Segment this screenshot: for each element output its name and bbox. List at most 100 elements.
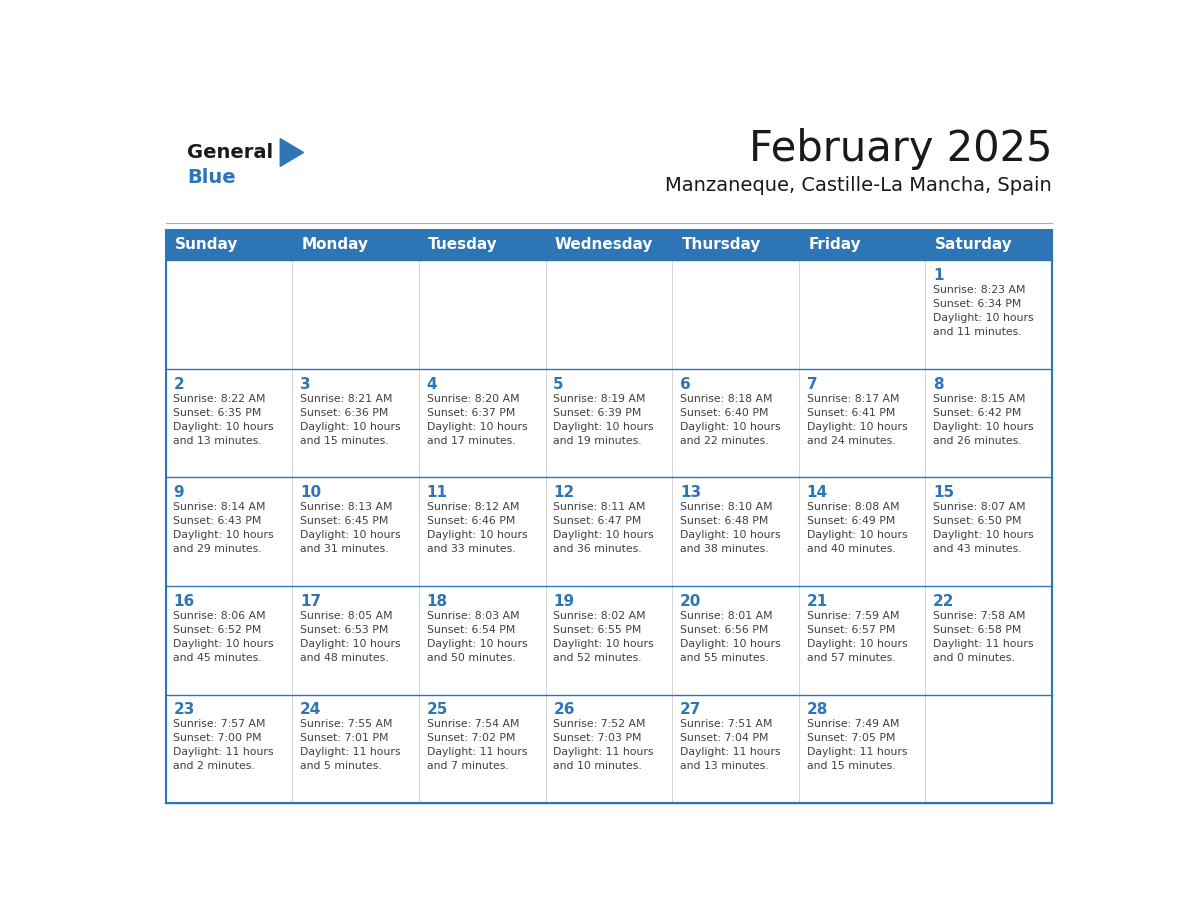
Text: 20: 20 xyxy=(680,594,701,609)
FancyBboxPatch shape xyxy=(545,586,672,695)
Polygon shape xyxy=(280,139,303,166)
Text: Manzaneque, Castille-La Mancha, Spain: Manzaneque, Castille-La Mancha, Spain xyxy=(665,176,1053,196)
FancyBboxPatch shape xyxy=(545,477,672,586)
Text: Sunrise: 7:57 AM
Sunset: 7:00 PM
Daylight: 11 hours
and 2 minutes.: Sunrise: 7:57 AM Sunset: 7:00 PM Dayligh… xyxy=(173,719,273,771)
FancyBboxPatch shape xyxy=(925,261,1053,369)
FancyBboxPatch shape xyxy=(165,369,292,477)
Text: 3: 3 xyxy=(299,376,310,392)
Text: Sunrise: 8:13 AM
Sunset: 6:45 PM
Daylight: 10 hours
and 31 minutes.: Sunrise: 8:13 AM Sunset: 6:45 PM Dayligh… xyxy=(299,502,400,554)
Text: Sunrise: 7:54 AM
Sunset: 7:02 PM
Daylight: 11 hours
and 7 minutes.: Sunrise: 7:54 AM Sunset: 7:02 PM Dayligh… xyxy=(426,719,527,771)
Text: Sunrise: 7:58 AM
Sunset: 6:58 PM
Daylight: 11 hours
and 0 minutes.: Sunrise: 7:58 AM Sunset: 6:58 PM Dayligh… xyxy=(934,610,1034,663)
FancyBboxPatch shape xyxy=(798,369,925,477)
FancyBboxPatch shape xyxy=(292,695,419,803)
FancyBboxPatch shape xyxy=(545,369,672,477)
Text: Sunrise: 8:19 AM
Sunset: 6:39 PM
Daylight: 10 hours
and 19 minutes.: Sunrise: 8:19 AM Sunset: 6:39 PM Dayligh… xyxy=(554,394,653,445)
FancyBboxPatch shape xyxy=(798,586,925,695)
Text: 26: 26 xyxy=(554,702,575,717)
Text: Sunrise: 8:15 AM
Sunset: 6:42 PM
Daylight: 10 hours
and 26 minutes.: Sunrise: 8:15 AM Sunset: 6:42 PM Dayligh… xyxy=(934,394,1034,445)
Text: Sunrise: 8:02 AM
Sunset: 6:55 PM
Daylight: 10 hours
and 52 minutes.: Sunrise: 8:02 AM Sunset: 6:55 PM Dayligh… xyxy=(554,610,653,663)
Text: 6: 6 xyxy=(680,376,690,392)
Text: 28: 28 xyxy=(807,702,828,717)
Text: 2: 2 xyxy=(173,376,184,392)
FancyBboxPatch shape xyxy=(672,695,798,803)
Text: 19: 19 xyxy=(554,594,574,609)
Text: 9: 9 xyxy=(173,485,184,500)
Text: 1: 1 xyxy=(934,268,943,283)
Text: Sunrise: 7:52 AM
Sunset: 7:03 PM
Daylight: 11 hours
and 10 minutes.: Sunrise: 7:52 AM Sunset: 7:03 PM Dayligh… xyxy=(554,719,653,771)
FancyBboxPatch shape xyxy=(798,477,925,586)
Text: 8: 8 xyxy=(934,376,944,392)
Text: Monday: Monday xyxy=(302,238,368,252)
Text: 16: 16 xyxy=(173,594,195,609)
Text: Sunrise: 8:23 AM
Sunset: 6:34 PM
Daylight: 10 hours
and 11 minutes.: Sunrise: 8:23 AM Sunset: 6:34 PM Dayligh… xyxy=(934,285,1034,337)
Text: Sunrise: 8:18 AM
Sunset: 6:40 PM
Daylight: 10 hours
and 22 minutes.: Sunrise: 8:18 AM Sunset: 6:40 PM Dayligh… xyxy=(680,394,781,445)
Text: 12: 12 xyxy=(554,485,575,500)
Text: 25: 25 xyxy=(426,702,448,717)
FancyBboxPatch shape xyxy=(798,695,925,803)
Text: Blue: Blue xyxy=(188,168,236,187)
FancyBboxPatch shape xyxy=(165,230,1053,261)
FancyBboxPatch shape xyxy=(292,586,419,695)
FancyBboxPatch shape xyxy=(672,369,798,477)
FancyBboxPatch shape xyxy=(925,369,1053,477)
Text: Saturday: Saturday xyxy=(935,238,1012,252)
Text: Sunday: Sunday xyxy=(175,238,239,252)
FancyBboxPatch shape xyxy=(545,695,672,803)
Text: 4: 4 xyxy=(426,376,437,392)
Text: Sunrise: 8:22 AM
Sunset: 6:35 PM
Daylight: 10 hours
and 13 minutes.: Sunrise: 8:22 AM Sunset: 6:35 PM Dayligh… xyxy=(173,394,274,445)
FancyBboxPatch shape xyxy=(292,369,419,477)
Text: General: General xyxy=(188,143,273,162)
Text: 24: 24 xyxy=(299,702,321,717)
Text: Sunrise: 8:21 AM
Sunset: 6:36 PM
Daylight: 10 hours
and 15 minutes.: Sunrise: 8:21 AM Sunset: 6:36 PM Dayligh… xyxy=(299,394,400,445)
Text: Sunrise: 8:01 AM
Sunset: 6:56 PM
Daylight: 10 hours
and 55 minutes.: Sunrise: 8:01 AM Sunset: 6:56 PM Dayligh… xyxy=(680,610,781,663)
Text: 7: 7 xyxy=(807,376,817,392)
Text: 15: 15 xyxy=(934,485,954,500)
Text: 10: 10 xyxy=(299,485,321,500)
Text: Sunrise: 7:55 AM
Sunset: 7:01 PM
Daylight: 11 hours
and 5 minutes.: Sunrise: 7:55 AM Sunset: 7:01 PM Dayligh… xyxy=(299,719,400,771)
FancyBboxPatch shape xyxy=(165,477,292,586)
FancyBboxPatch shape xyxy=(165,261,292,369)
FancyBboxPatch shape xyxy=(292,477,419,586)
FancyBboxPatch shape xyxy=(925,695,1053,803)
Text: Sunrise: 8:10 AM
Sunset: 6:48 PM
Daylight: 10 hours
and 38 minutes.: Sunrise: 8:10 AM Sunset: 6:48 PM Dayligh… xyxy=(680,502,781,554)
Text: Wednesday: Wednesday xyxy=(555,238,653,252)
Text: Sunrise: 8:17 AM
Sunset: 6:41 PM
Daylight: 10 hours
and 24 minutes.: Sunrise: 8:17 AM Sunset: 6:41 PM Dayligh… xyxy=(807,394,908,445)
Text: 22: 22 xyxy=(934,594,955,609)
Text: Sunrise: 8:03 AM
Sunset: 6:54 PM
Daylight: 10 hours
and 50 minutes.: Sunrise: 8:03 AM Sunset: 6:54 PM Dayligh… xyxy=(426,610,527,663)
Text: 5: 5 xyxy=(554,376,564,392)
Text: Sunrise: 8:06 AM
Sunset: 6:52 PM
Daylight: 10 hours
and 45 minutes.: Sunrise: 8:06 AM Sunset: 6:52 PM Dayligh… xyxy=(173,610,274,663)
FancyBboxPatch shape xyxy=(165,695,292,803)
FancyBboxPatch shape xyxy=(925,477,1053,586)
FancyBboxPatch shape xyxy=(925,586,1053,695)
FancyBboxPatch shape xyxy=(419,369,545,477)
Text: 11: 11 xyxy=(426,485,448,500)
Text: Thursday: Thursday xyxy=(682,238,760,252)
FancyBboxPatch shape xyxy=(419,261,545,369)
FancyBboxPatch shape xyxy=(292,261,419,369)
FancyBboxPatch shape xyxy=(672,477,798,586)
Text: 14: 14 xyxy=(807,485,828,500)
FancyBboxPatch shape xyxy=(672,586,798,695)
Text: February 2025: February 2025 xyxy=(748,128,1053,170)
FancyBboxPatch shape xyxy=(419,695,545,803)
Text: Sunrise: 7:59 AM
Sunset: 6:57 PM
Daylight: 10 hours
and 57 minutes.: Sunrise: 7:59 AM Sunset: 6:57 PM Dayligh… xyxy=(807,610,908,663)
Text: 27: 27 xyxy=(680,702,701,717)
Text: Sunrise: 8:07 AM
Sunset: 6:50 PM
Daylight: 10 hours
and 43 minutes.: Sunrise: 8:07 AM Sunset: 6:50 PM Dayligh… xyxy=(934,502,1034,554)
Text: Sunrise: 7:49 AM
Sunset: 7:05 PM
Daylight: 11 hours
and 15 minutes.: Sunrise: 7:49 AM Sunset: 7:05 PM Dayligh… xyxy=(807,719,908,771)
FancyBboxPatch shape xyxy=(545,261,672,369)
Text: Tuesday: Tuesday xyxy=(428,238,498,252)
Text: Sunrise: 8:14 AM
Sunset: 6:43 PM
Daylight: 10 hours
and 29 minutes.: Sunrise: 8:14 AM Sunset: 6:43 PM Dayligh… xyxy=(173,502,274,554)
Text: 17: 17 xyxy=(299,594,321,609)
Text: Sunrise: 8:08 AM
Sunset: 6:49 PM
Daylight: 10 hours
and 40 minutes.: Sunrise: 8:08 AM Sunset: 6:49 PM Dayligh… xyxy=(807,502,908,554)
FancyBboxPatch shape xyxy=(672,261,798,369)
Text: Sunrise: 8:11 AM
Sunset: 6:47 PM
Daylight: 10 hours
and 36 minutes.: Sunrise: 8:11 AM Sunset: 6:47 PM Dayligh… xyxy=(554,502,653,554)
FancyBboxPatch shape xyxy=(419,586,545,695)
Text: 21: 21 xyxy=(807,594,828,609)
Text: 18: 18 xyxy=(426,594,448,609)
FancyBboxPatch shape xyxy=(165,586,292,695)
Text: 13: 13 xyxy=(680,485,701,500)
Text: Sunrise: 8:20 AM
Sunset: 6:37 PM
Daylight: 10 hours
and 17 minutes.: Sunrise: 8:20 AM Sunset: 6:37 PM Dayligh… xyxy=(426,394,527,445)
FancyBboxPatch shape xyxy=(798,261,925,369)
FancyBboxPatch shape xyxy=(419,477,545,586)
Text: Sunrise: 7:51 AM
Sunset: 7:04 PM
Daylight: 11 hours
and 13 minutes.: Sunrise: 7:51 AM Sunset: 7:04 PM Dayligh… xyxy=(680,719,781,771)
